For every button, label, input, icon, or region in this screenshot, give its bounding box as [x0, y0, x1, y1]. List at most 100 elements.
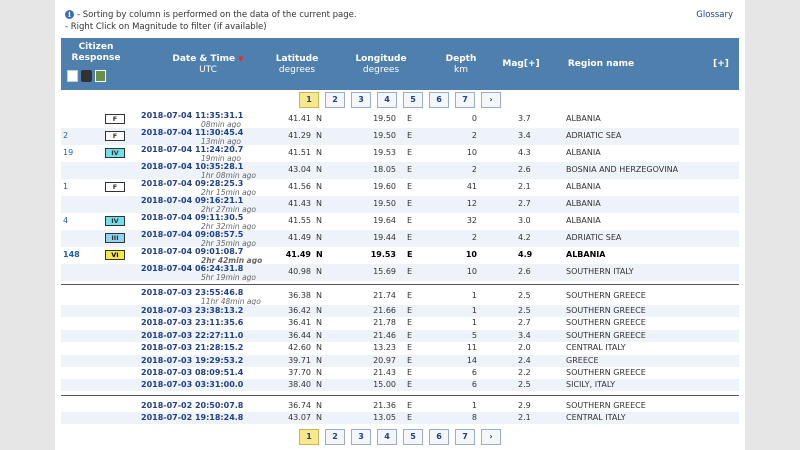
- intensity-badge[interactable]: III: [105, 233, 125, 243]
- event-datetime-link[interactable]: 2018-07-03 19:29:53.2: [141, 355, 244, 365]
- next-page-button[interactable]: ›: [481, 429, 501, 445]
- event-datetime-link[interactable]: 2018-07-04 10:35:28.1: [141, 162, 244, 171]
- event-datetime-link[interactable]: 2018-07-04 09:08:57.5: [141, 230, 244, 239]
- page-button[interactable]: 3: [351, 92, 371, 108]
- time-ago: 2hr 32min ago: [201, 222, 257, 231]
- header-datetime[interactable]: Date & Time ▼ UTC: [172, 54, 244, 75]
- day-separator: [61, 284, 739, 285]
- event-datetime-link[interactable]: 2018-07-03 08:09:51.4: [141, 368, 244, 377]
- event-datetime-link[interactable]: 2018-07-03 21:28:15.2: [141, 343, 244, 353]
- intensity-badge[interactable]: F: [105, 131, 125, 141]
- felt-count[interactable]: 148: [63, 250, 80, 259]
- intensity-badge[interactable]: IV: [105, 148, 125, 158]
- magnitude: 2.1: [518, 182, 531, 191]
- table-row[interactable]: 2018-07-03 23:55:46.8 11hr 48min ago 36.38…: [61, 288, 739, 306]
- table-row[interactable]: 1 F 2018-07-04 09:28:25.3 2hr 15min ago 41.5…: [61, 179, 739, 197]
- table-row[interactable]: 2018-07-02 19:18:24.8 43.07 N 13.05 E 8 2.1 CEN…: [61, 412, 739, 425]
- table-row[interactable]: 2018-07-03 19:29:53.2 39.71 N 20.97 E 14 2.4 GR…: [61, 354, 739, 367]
- event-datetime-link[interactable]: 2018-07-02 19:18:24.8: [141, 413, 244, 423]
- table-row[interactable]: 148 VI 2018-07-04 09:01:08.7 2hr 42min ago 4…: [61, 247, 739, 265]
- lon-hemisphere: E: [407, 306, 413, 315]
- lon-hemisphere: E: [407, 131, 413, 140]
- magnitude: 2.7: [518, 318, 531, 328]
- table-row[interactable]: 19 IV 2018-07-04 11:24:20.7 19min ago 41.51 N…: [61, 145, 739, 163]
- magnitude: 2.6: [518, 165, 531, 174]
- felt-count[interactable]: 1: [63, 182, 69, 191]
- felt-count[interactable]: 19: [63, 148, 74, 157]
- table-row[interactable]: F 2018-07-04 11:35:31.1 08min ago 41.41 N 19.…: [61, 111, 739, 129]
- magnitude: 3.4: [518, 330, 531, 340]
- event-datetime-link[interactable]: 2018-07-03 22:27:11.0: [141, 330, 244, 340]
- intensity-badge[interactable]: IV: [105, 216, 125, 226]
- event-datetime-link[interactable]: 2018-07-04 11:24:20.7: [141, 145, 244, 154]
- event-datetime-link[interactable]: 2018-07-04 06:24:31.8: [141, 264, 244, 273]
- page-button[interactable]: 3: [351, 429, 371, 445]
- latitude: 37.70: [288, 368, 311, 377]
- table-row[interactable]: 2018-07-03 03:31:00.0 38.40 N 15.00 E 6 2.5 SIC…: [61, 379, 739, 392]
- event-datetime-link[interactable]: 2018-07-04 09:01:08.7: [141, 247, 244, 256]
- intensity-badge[interactable]: VI: [105, 250, 125, 260]
- header-region[interactable]: Region name: [567, 59, 635, 69]
- table-row[interactable]: 2018-07-03 21:28:15.2 42.60 N 13.23 E 11 2.0 CE…: [61, 342, 739, 354]
- info-icon: i: [65, 10, 74, 19]
- event-datetime-link[interactable]: 2018-07-03 23:55:46.8: [141, 288, 244, 297]
- map-icon[interactable]: [95, 70, 106, 82]
- intensity-badge[interactable]: F: [105, 182, 125, 192]
- intensity-badge[interactable]: F: [105, 114, 125, 124]
- event-datetime-link[interactable]: 2018-07-04 09:28:25.3: [141, 179, 244, 188]
- event-datetime-link[interactable]: 2018-07-02 20:50:07.8: [141, 400, 244, 410]
- event-datetime-link[interactable]: 2018-07-04 09:16:21.1: [141, 196, 244, 205]
- table-row[interactable]: 2018-07-03 23:38:13.2 36.42 N 21.66 E 1 2.5 SOU…: [61, 305, 739, 317]
- latitude: 41.49: [288, 233, 311, 242]
- lat-hemisphere: N: [316, 343, 322, 353]
- felt-count[interactable]: 2: [63, 131, 69, 140]
- next-page-button[interactable]: ›: [481, 92, 501, 108]
- table-row[interactable]: 2 F 2018-07-04 11:30:45.4 13min ago 41.29 N 19…: [61, 128, 739, 146]
- camera-icon[interactable]: [81, 70, 92, 82]
- depth: 6: [471, 368, 477, 377]
- table-row[interactable]: 2018-07-03 23:11:35.6 36.41 N 21.78 E 1 2.7 SOU…: [61, 317, 739, 329]
- page-button[interactable]: 6: [429, 429, 449, 445]
- felt-count[interactable]: 4: [63, 216, 69, 225]
- page-button[interactable]: 2: [325, 429, 345, 445]
- header-citizen-response[interactable]: Citizen Response: [71, 42, 121, 63]
- event-datetime-link[interactable]: 2018-07-04 11:30:45.4: [141, 128, 244, 137]
- longitude: 15.00: [373, 380, 396, 390]
- table-row[interactable]: 2018-07-04 09:16:21.1 2hr 27min ago 41.43 N…: [61, 196, 739, 214]
- header-longitude[interactable]: Longitude degrees: [355, 54, 407, 75]
- table-row[interactable]: III 2018-07-04 09:08:57.5 2hr 35min ago 41.…: [61, 230, 739, 248]
- page-button[interactable]: 4: [377, 92, 397, 108]
- header-magnitude[interactable]: Mag[+]: [502, 59, 540, 69]
- page-button[interactable]: 7: [455, 429, 475, 445]
- page-button[interactable]: 6: [429, 92, 449, 108]
- page-button[interactable]: 4: [377, 429, 397, 445]
- magnitude: 4.3: [518, 148, 531, 157]
- glossary-link[interactable]: Glossary: [696, 10, 733, 20]
- table-row[interactable]: 4 IV 2018-07-04 09:11:30.5 2hr 32min ago 41.…: [61, 213, 739, 231]
- document-icon[interactable]: [67, 70, 78, 82]
- lon-hemisphere: E: [407, 199, 413, 208]
- page-button[interactable]: 2: [325, 92, 345, 108]
- table-row[interactable]: 2018-07-04 06:24:31.8 5hr 19min ago 40.98 N…: [61, 264, 739, 282]
- event-datetime-link[interactable]: 2018-07-03 23:38:13.2: [141, 306, 244, 315]
- depth: 41: [466, 182, 477, 191]
- event-datetime-link[interactable]: 2018-07-03 03:31:00.0: [141, 380, 244, 390]
- header-expand-button[interactable]: [+]: [713, 59, 729, 69]
- page-button[interactable]: 1: [299, 429, 319, 445]
- header-latitude[interactable]: Latitude degrees: [275, 54, 319, 75]
- page-button[interactable]: 5: [403, 92, 423, 108]
- header-depth[interactable]: Depth km: [445, 54, 477, 75]
- magnitude: 3.0: [518, 216, 531, 225]
- lat-hemisphere: N: [316, 216, 322, 225]
- event-datetime-link[interactable]: 2018-07-04 11:35:31.1: [141, 111, 244, 120]
- table-row[interactable]: 2018-07-03 22:27:11.0 36.44 N 21.46 E 5 3.4 SOU…: [61, 329, 739, 342]
- event-datetime-link[interactable]: 2018-07-03 23:11:35.6: [141, 318, 244, 328]
- table-row[interactable]: 2018-07-04 10:35:28.1 1hr 08min ago 43.04 N…: [61, 162, 739, 180]
- magnitude: 2.9: [518, 400, 531, 410]
- page-button[interactable]: 5: [403, 429, 423, 445]
- page-button[interactable]: 1: [299, 92, 319, 108]
- table-row[interactable]: 2018-07-03 08:09:51.4 37.70 N 21.43 E 6 2.2 SOU…: [61, 367, 739, 379]
- event-datetime-link[interactable]: 2018-07-04 09:11:30.5: [141, 213, 244, 222]
- table-row[interactable]: 2018-07-02 20:50:07.8 36.74 N 21.36 E 1 2.9 SOU…: [61, 400, 739, 412]
- page-button[interactable]: 7: [455, 92, 475, 108]
